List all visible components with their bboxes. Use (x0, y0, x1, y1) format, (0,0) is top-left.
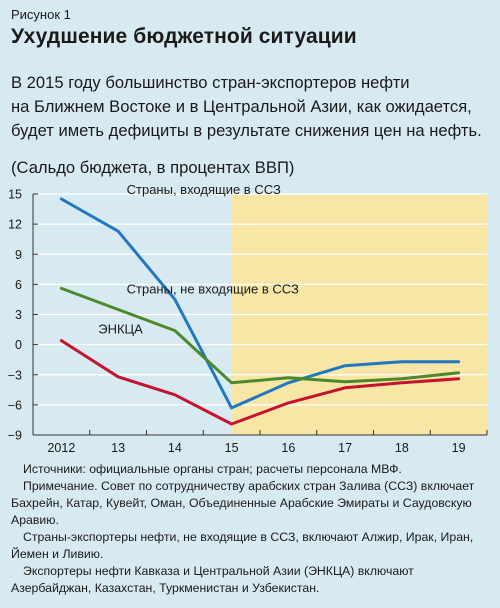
source-note: Источники: официальные органы стран; рас… (23, 462, 402, 476)
y-tick-label: 3 (15, 308, 22, 322)
series-label: ЭНКЦА (98, 322, 143, 337)
subtitle-line: В 2015 году большинство стран-экспортеро… (11, 73, 410, 92)
y-tick-label: −3 (8, 368, 22, 382)
x-tick-label: 16 (281, 441, 295, 455)
notes: Источники: официальные органы стран; рас… (11, 461, 497, 597)
figure-label: Рисунок 1 (11, 7, 71, 22)
y-tick-label: 12 (8, 218, 22, 232)
x-tick-label: 19 (452, 441, 466, 455)
figure-title: Ухудшение бюджетной ситуации (11, 25, 357, 48)
definition-note: Экспортеры нефти Кавказа и Центральной А… (11, 564, 414, 595)
units-label: (Сальдо бюджета, в процентах ВВП) (11, 158, 295, 177)
y-tick-label: −6 (8, 398, 22, 412)
y-tick-label: 9 (15, 248, 22, 262)
y-tick-label: 15 (8, 188, 22, 202)
subtitle-line: будет иметь дефициты в результате снижен… (11, 121, 482, 140)
line-chart: 15 12 9 6 3 0 −3 −6 −9 2012 13 14 15 16 17 18 19 Страны, … (8, 182, 488, 455)
series-label: Страны, не входящие в ССЗ (127, 281, 299, 296)
subtitle-line: на Ближнем Востоке и в Центральной Азии,… (11, 97, 472, 116)
x-tick-label: 15 (225, 441, 239, 455)
figure-subtitle: В 2015 году большинство стран-экспортеро… (11, 71, 496, 143)
series-label: Страны, входящие в ССЗ (127, 182, 281, 197)
x-tick-label: 17 (338, 441, 352, 455)
y-tick-label: −9 (8, 429, 22, 443)
y-tick-label: 0 (15, 338, 22, 352)
series-line (59, 339, 461, 426)
definition-note: Страны-экспортеры нефти, не входящие в С… (11, 530, 474, 561)
x-tick-label: 18 (395, 441, 409, 455)
x-tick-label: 2012 (47, 441, 75, 455)
definition-note: Примечание. Совет по сотрудничеству араб… (11, 479, 475, 527)
x-tick-label: 14 (168, 441, 182, 455)
series-line (59, 286, 461, 385)
series-line (59, 197, 461, 410)
y-tick-label: 6 (15, 278, 22, 292)
x-tick-label: 13 (111, 441, 125, 455)
